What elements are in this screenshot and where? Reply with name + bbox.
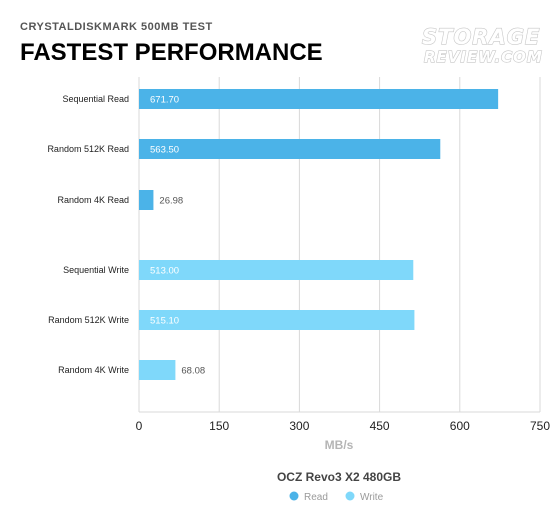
bars: [139, 89, 499, 380]
bar-read: [139, 190, 154, 210]
bar-read: [139, 139, 441, 159]
category-label: Sequential Read: [62, 94, 129, 104]
legend: Read Write: [289, 491, 384, 503]
x-tick-label: 750: [530, 419, 550, 433]
category-label: Random 512K Read: [47, 144, 129, 154]
data-label: 68.08: [181, 366, 205, 377]
gridlines: [138, 77, 541, 413]
category-label: Random 512K Write: [48, 315, 129, 325]
legend-title: OCZ Revo3 X2 480GB: [277, 470, 401, 484]
x-axis-title: MB/s: [325, 438, 354, 452]
chart-title: FASTEST PERFORMANCE: [20, 39, 323, 66]
bar-write: [139, 260, 414, 280]
x-tick-label: 150: [209, 419, 229, 433]
x-tick-label: 0: [136, 419, 143, 433]
data-label: 26.98: [159, 196, 183, 207]
data-label: 515.10: [150, 316, 179, 327]
bar-write: [139, 360, 176, 380]
storagereview-logo: STORAGE REVIEW.COM: [421, 24, 543, 66]
legend-swatch-write: [345, 491, 355, 501]
legend-swatch-read: [289, 491, 299, 501]
legend-label-read: Read: [304, 492, 328, 503]
x-tick-label: 300: [289, 419, 309, 433]
data-label: 513.00: [150, 266, 179, 277]
data-label: 563.50: [150, 145, 179, 156]
logo-line-1: STORAGE: [422, 25, 540, 49]
x-tick-label: 450: [370, 419, 390, 433]
bar-write: [139, 310, 415, 330]
bar-read: [139, 89, 499, 109]
logo-line-2: REVIEW.COM: [424, 48, 543, 66]
category-label: Random 4K Read: [57, 195, 129, 205]
category-label: Sequential Write: [63, 265, 129, 275]
category-label: Random 4K Write: [58, 365, 129, 375]
x-tick-label: 600: [450, 419, 470, 433]
data-label: 671.70: [150, 95, 179, 106]
legend-label-write: Write: [360, 492, 384, 503]
value-labels: 671.70 563.50 26.98 513.00 515.10 68.08: [150, 95, 205, 377]
x-axis-ticks: 0 150 300 450 600 750: [136, 419, 551, 433]
category-labels: Sequential Read Random 512K Read Random 4K…: [47, 94, 129, 375]
chart-subtitle: CRYSTALDISKMARK 500MB TEST: [20, 21, 213, 33]
